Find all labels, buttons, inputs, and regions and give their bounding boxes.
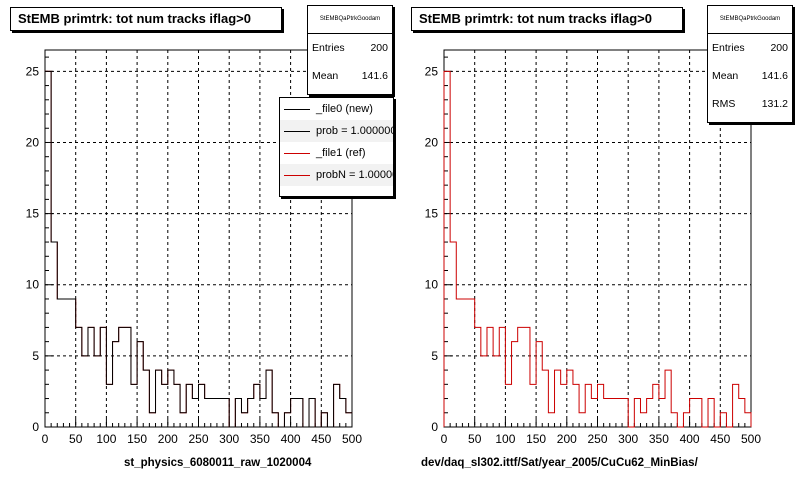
left-x-tick-label: 100	[96, 432, 116, 446]
left-stats-mean-label: Mean	[312, 70, 339, 82]
left-x-tick-label: 0	[42, 432, 49, 446]
right-y-tick-label: 0	[431, 420, 438, 434]
legend-label-file1: _file1 (ref)	[316, 147, 366, 159]
left-y-tick-label: 0	[32, 420, 39, 434]
right-x-tick-label: 200	[557, 432, 577, 446]
left-y-tick-label: 15	[26, 207, 40, 221]
right-stats-mean-label: Mean	[712, 70, 739, 82]
left-x-tick-label: 350	[250, 432, 270, 446]
right-histogram-series-0	[443, 70, 752, 428]
right-x-tick-label: 250	[587, 432, 607, 446]
left-stats-entries-value: 200	[370, 42, 388, 54]
left-y-tick-label: 10	[26, 278, 40, 292]
left-y-tick-label: 25	[26, 64, 40, 78]
legend: _file0 (new) prob = 1.000000 _file1 (ref…	[279, 97, 394, 197]
right-stats-box: StEMBQaPtrkGoodam Entries 200 Mean 141.6…	[707, 5, 793, 123]
right-chart-title: StEMB primtrk: tot num tracks iflag>0	[411, 7, 683, 31]
legend-entry-file0: _file0 (new)	[280, 98, 393, 120]
right-stats-entries-value: 200	[770, 42, 788, 54]
right-stats-entries-label: Entries	[712, 42, 745, 54]
left-stats-entries: Entries 200	[308, 34, 392, 62]
right-x-tick-label: 500	[741, 432, 761, 446]
legend-label-file0: _file0 (new)	[316, 103, 373, 115]
right-x-tick-label: 450	[710, 432, 730, 446]
right-x-tick-label: 150	[526, 432, 546, 446]
right-y-tick-label: 5	[431, 349, 438, 363]
legend-swatch-prob	[284, 131, 310, 132]
right-plot: 0 50 100 150 200 250 300 350 400 450 500 0 5 10 15 20 25	[425, 49, 761, 446]
left-stats-box: StEMBQaPtrkGoodam Entries 200 Mean 141.6	[307, 5, 393, 95]
left-y-tick-label: 5	[32, 349, 39, 363]
legend-swatch-file1	[284, 153, 310, 154]
left-x-tick-label: 50	[69, 432, 83, 446]
legend-swatch-probn	[284, 175, 310, 176]
legend-swatch-file0	[284, 109, 310, 110]
left-stats-entries-label: Entries	[312, 42, 345, 54]
left-histogram-series-1	[44, 70, 353, 428]
right-x-tick-label: 0	[441, 432, 448, 446]
right-x-tick-label: 350	[649, 432, 669, 446]
right-y-tick-label: 10	[425, 278, 439, 292]
left-x-tick-label: 500	[342, 432, 362, 446]
right-stats-entries: Entries 200	[708, 34, 792, 62]
legend-entry-prob: prob = 1.000000	[280, 120, 393, 142]
legend-label-prob: prob = 1.000000	[316, 125, 394, 137]
left-chart-title: StEMB primtrk: tot num tracks iflag>0	[10, 7, 282, 31]
left-y-tick-label: 20	[26, 135, 40, 149]
right-stats-rms: RMS 131.2	[708, 90, 792, 118]
right-x-tick-label: 400	[680, 432, 700, 446]
right-y-tick-label: 15	[425, 207, 439, 221]
left-x-tick-label: 300	[219, 432, 239, 446]
right-x-tick-label: 300	[618, 432, 638, 446]
right-y-tick-label: 25	[425, 64, 439, 78]
right-x-axis-title: dev/daq_sl302.ittf/Sat/year_2005/CuCu62_…	[421, 457, 698, 469]
right-stats-rms-label: RMS	[712, 98, 736, 110]
right-x-tick-label: 100	[495, 432, 515, 446]
right-stats-mean-value: 141.6	[761, 70, 788, 82]
left-x-tick-label: 150	[127, 432, 147, 446]
left-x-tick-label: 450	[311, 432, 331, 446]
right-stats-rms-value: 131.2	[761, 98, 788, 110]
legend-entry-file1: _file1 (ref)	[280, 142, 393, 164]
left-x-tick-label: 400	[281, 432, 301, 446]
left-x-tick-label: 200	[158, 432, 178, 446]
right-y-tick-label: 20	[425, 135, 439, 149]
left-stats-mean: Mean 141.6	[308, 62, 392, 90]
left-stats-mean-value: 141.6	[361, 70, 388, 82]
left-x-axis-title: st_physics_6080011_raw_1020004	[124, 457, 312, 469]
right-x-tick-label: 50	[468, 432, 482, 446]
legend-entry-probn: probN = 1.000000	[280, 164, 393, 186]
legend-label-probn: probN = 1.000000	[316, 169, 393, 181]
right-stats-mean: Mean 141.6	[708, 62, 792, 90]
left-stats-name: StEMBQaPtrkGoodam	[308, 6, 392, 34]
right-stats-name: StEMBQaPtrkGoodam	[708, 6, 792, 34]
left-x-tick-label: 250	[188, 432, 208, 446]
